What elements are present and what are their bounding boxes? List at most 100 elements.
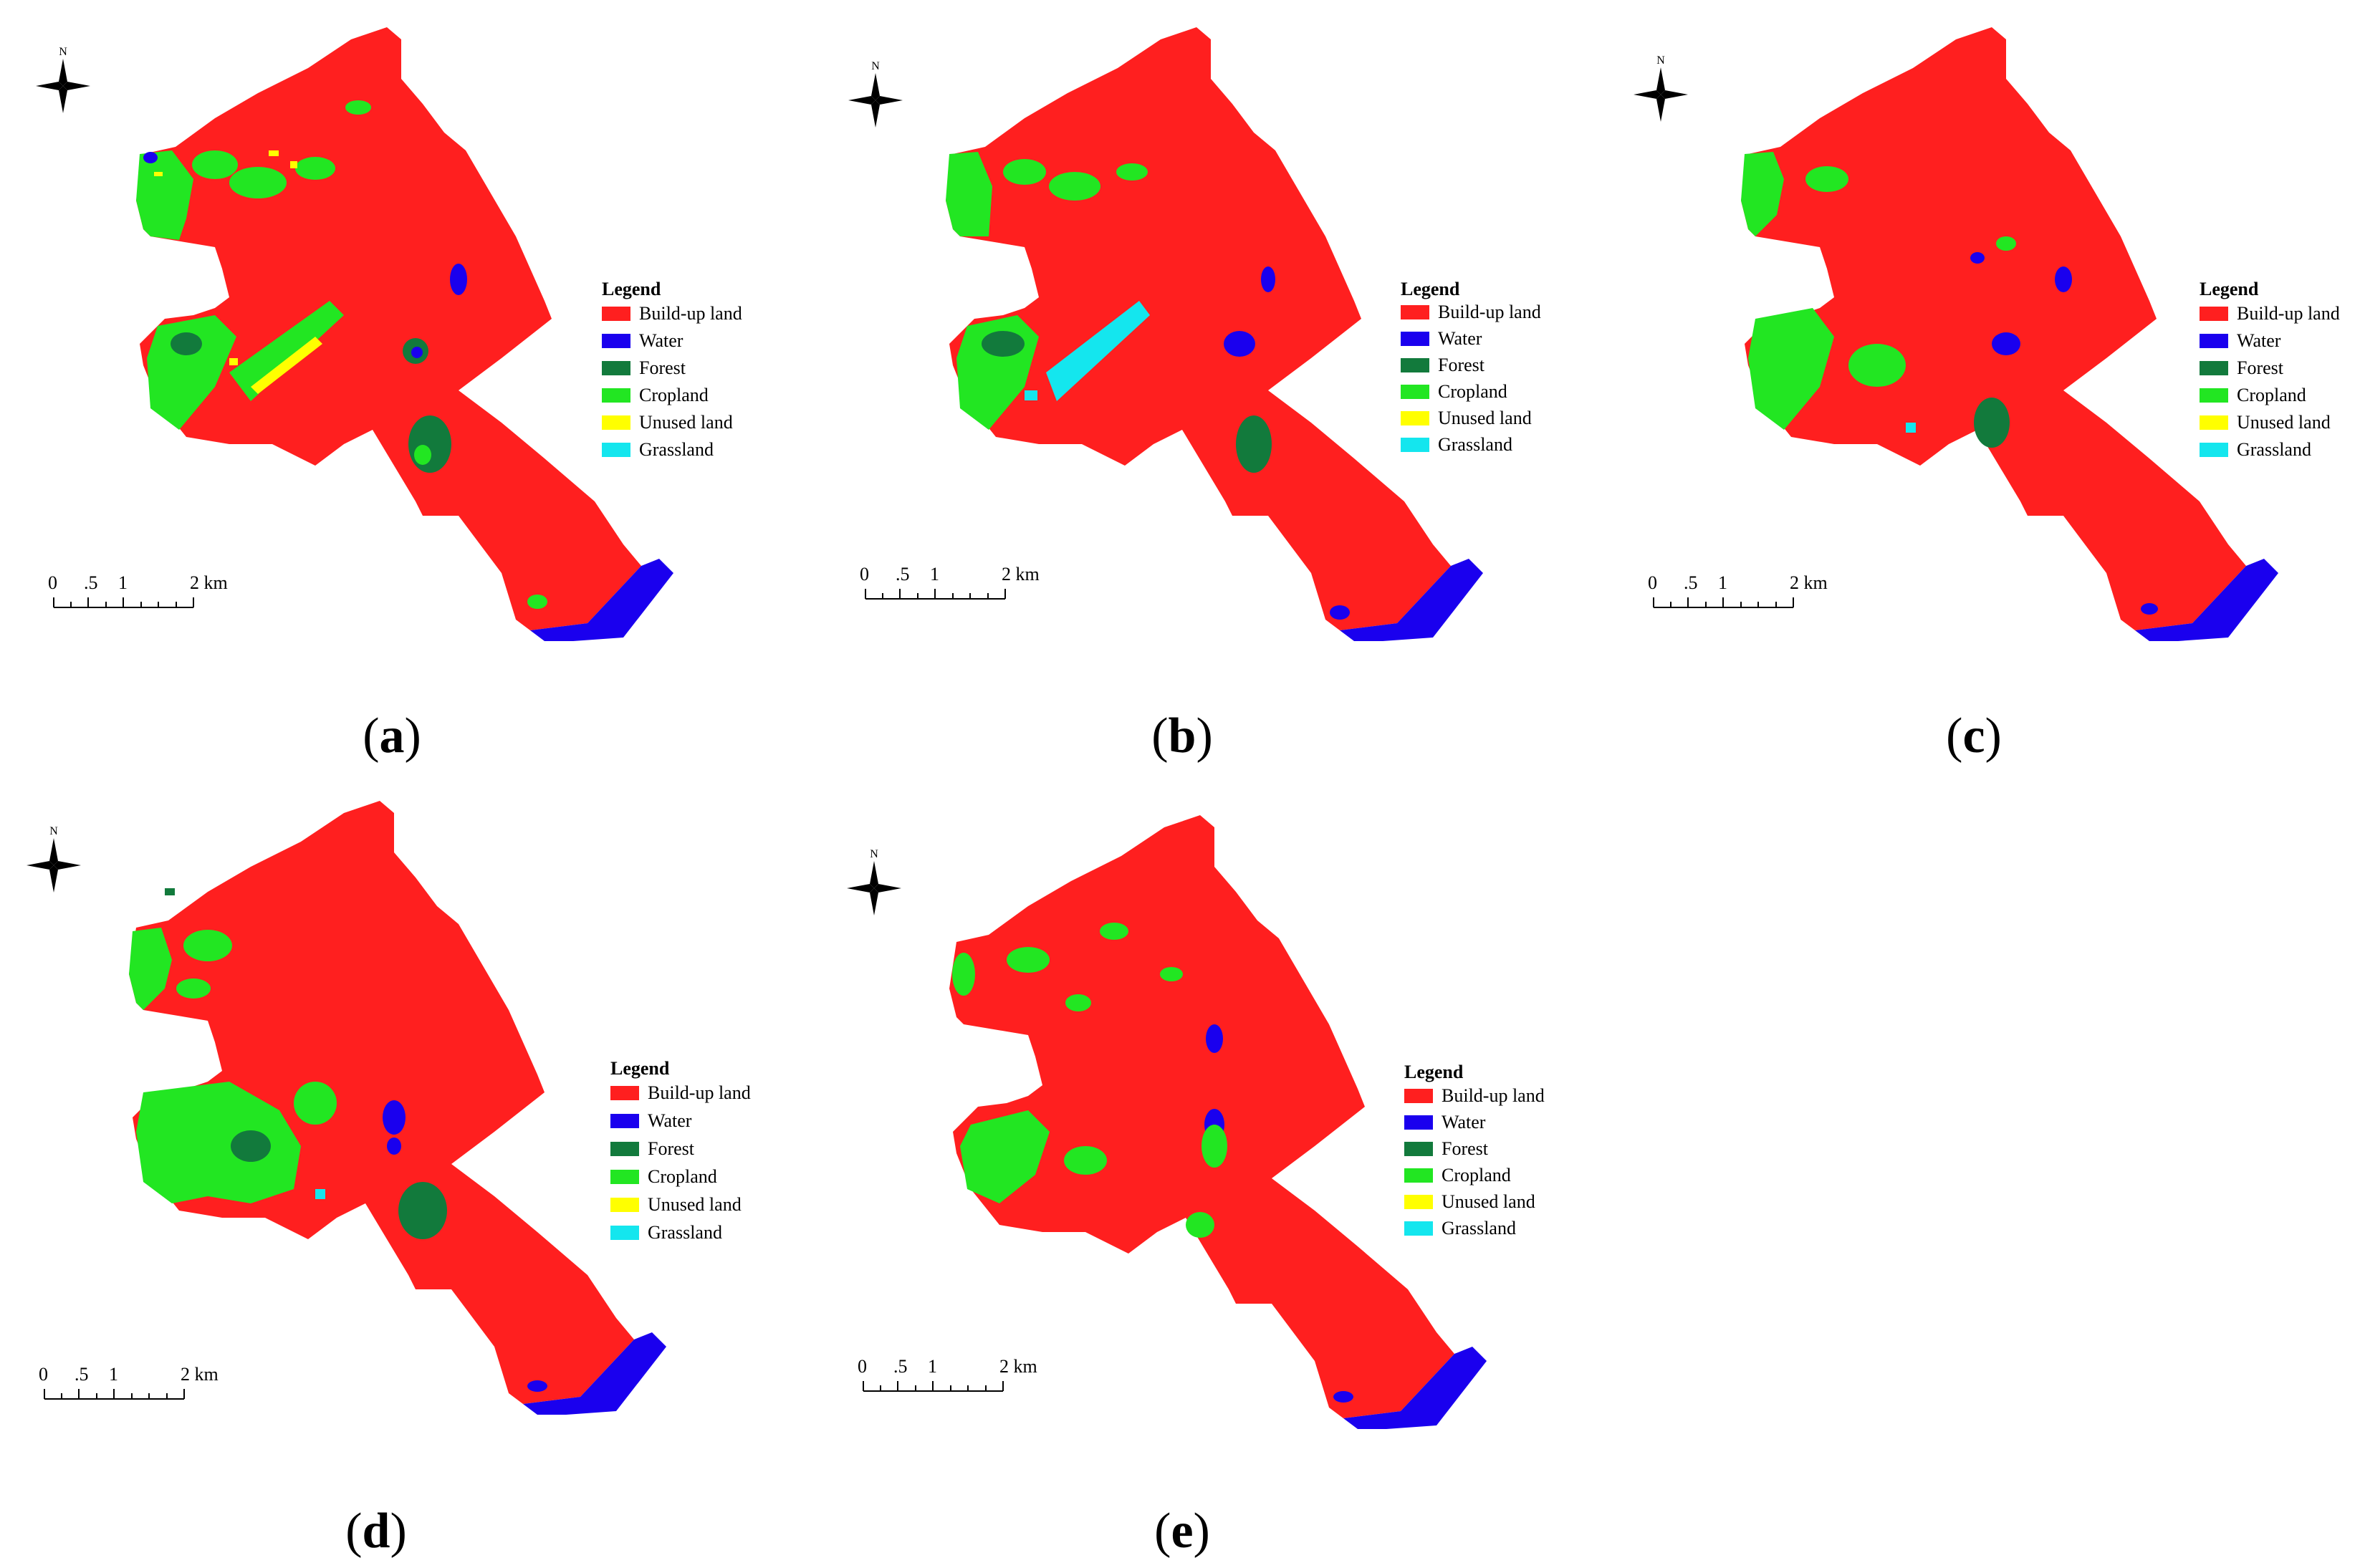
legend-swatch — [610, 1170, 639, 1184]
legend-item: Forest — [2200, 357, 2284, 378]
legend-item: Forest — [610, 1138, 695, 1159]
scale-tick-label: 2 km — [1002, 564, 1040, 585]
legend: Legend Build-up land Water Forest Cropla… — [2200, 279, 2340, 460]
legend-label: Cropland — [648, 1166, 717, 1187]
legend-label: Grassland — [2237, 439, 2311, 460]
legend-title: Legend — [2200, 279, 2259, 299]
scale-tick-label: 0 — [860, 564, 869, 585]
legend-swatch — [2200, 388, 2228, 403]
legend-swatch — [2200, 334, 2228, 348]
legend-swatch — [1404, 1221, 1433, 1236]
legend-item: Cropland — [610, 1166, 717, 1187]
legend-item: Unused land — [610, 1194, 742, 1215]
legend: Legend Build-up land Water Forest Cropla… — [602, 279, 742, 460]
scale-tick-label: .5 — [1684, 572, 1698, 593]
scale-tick-label: .5 — [84, 572, 98, 593]
scale-tick-label: .5 — [75, 1364, 89, 1385]
legend: Legend Build-up land Water Forest Cropla… — [1404, 1062, 1545, 1238]
scale-tick-label: 2 km — [190, 572, 228, 593]
land-use-map — [1741, 27, 2278, 641]
legend-swatch — [1401, 411, 1429, 425]
legend-item: Water — [1404, 1112, 1486, 1132]
legend-item: Water — [610, 1110, 692, 1131]
legend-label: Unused land — [639, 412, 733, 433]
legend-item: Forest — [1404, 1138, 1489, 1159]
legend-title: Legend — [610, 1058, 670, 1079]
legend-swatch — [2200, 361, 2228, 375]
north-label: N — [49, 825, 58, 837]
scale-tick-label: 1 — [1718, 572, 1727, 593]
north-arrow-icon: N — [848, 60, 903, 128]
scale-bar: 0 .5 1 2 km — [39, 1364, 219, 1400]
legend-item: Cropland — [2200, 385, 2306, 405]
legend-label: Forest — [639, 357, 686, 378]
scale-bar: 0 .5 1 2 km — [48, 572, 228, 608]
scale-tick-label: 1 — [118, 572, 128, 593]
legend-item: Forest — [1401, 355, 1485, 375]
legend-item: Water — [2200, 330, 2281, 351]
legend-item: Grassland — [1404, 1218, 1516, 1238]
legend-item: Build-up land — [602, 303, 742, 324]
scale-bar: 0 .5 1 2 km — [1648, 572, 1828, 608]
land-use-map — [129, 801, 666, 1415]
legend-swatch — [610, 1114, 639, 1128]
scale-tick-label: 1 — [109, 1364, 118, 1385]
legend-label: Cropland — [639, 385, 709, 405]
legend-label: Unused land — [1438, 408, 1532, 428]
legend-swatch — [1404, 1142, 1433, 1156]
legend-label: Grassland — [648, 1222, 722, 1243]
legend-item: Grassland — [610, 1222, 722, 1243]
legend-item: Build-up land — [1401, 302, 1541, 322]
scale-tick-label: 0 — [1648, 572, 1657, 593]
legend-swatch — [1404, 1168, 1433, 1183]
legend: Legend Build-up land Water Forest Cropla… — [1401, 279, 1541, 455]
legend-item: Water — [602, 330, 684, 351]
panel-b: N 0 .5 1 2 km Legend Build-up land Water… — [848, 27, 1541, 764]
legend-label: Forest — [648, 1138, 695, 1159]
north-label: N — [870, 848, 878, 860]
legend-item: Grassland — [2200, 439, 2311, 460]
legend-item: Build-up land — [1404, 1085, 1545, 1106]
scale-bar: 0 .5 1 2 km — [860, 564, 1040, 600]
panel-label: (b) — [1151, 708, 1213, 764]
legend-label: Build-up land — [1438, 302, 1541, 322]
legend-label: Build-up land — [2237, 303, 2340, 324]
north-label: N — [871, 60, 880, 72]
legend-swatch — [2200, 415, 2228, 430]
scale-tick-label: .5 — [896, 564, 910, 585]
legend-swatch — [1404, 1115, 1433, 1130]
legend-swatch — [1401, 358, 1429, 372]
legend-swatch — [1401, 438, 1429, 452]
legend-swatch — [602, 307, 630, 321]
legend-swatch — [2200, 443, 2228, 457]
legend-swatch — [1401, 305, 1429, 319]
legend-label: Grassland — [1438, 434, 1512, 455]
panel-label: (e) — [1154, 1504, 1210, 1559]
legend-item: Grassland — [602, 439, 714, 460]
legend-item: Forest — [602, 357, 686, 378]
legend-label: Forest — [1442, 1138, 1489, 1159]
scale-tick-label: 2 km — [181, 1364, 219, 1385]
north-arrow-icon: N — [1634, 54, 1688, 122]
legend-item: Cropland — [1404, 1165, 1511, 1185]
legend-label: Build-up land — [639, 303, 742, 324]
legend-swatch — [602, 334, 630, 348]
legend-swatch — [602, 443, 630, 457]
scale-tick-label: 2 km — [1790, 572, 1828, 593]
legend-item: Unused land — [602, 412, 733, 433]
scale-tick-label: .5 — [893, 1356, 908, 1377]
legend-item: Cropland — [602, 385, 709, 405]
legend-swatch — [610, 1226, 639, 1240]
legend-item: Build-up land — [610, 1082, 751, 1103]
panel-a: N 0 .5 1 2 km Legend Build-up land Water… — [36, 27, 742, 764]
legend-label: Grassland — [1442, 1218, 1516, 1238]
legend-label: Forest — [2237, 357, 2284, 378]
legend-label: Build-up land — [648, 1082, 751, 1103]
panel-e: N 0 .5 1 2 km Legend Build-up land Water… — [847, 815, 1545, 1559]
legend-item: Unused land — [1404, 1191, 1535, 1212]
legend-swatch — [602, 415, 630, 430]
legend: Legend Build-up land Water Forest Cropla… — [610, 1058, 751, 1243]
scale-tick-label: 0 — [48, 572, 57, 593]
legend-label: Cropland — [1442, 1165, 1511, 1185]
legend-item: Unused land — [1401, 408, 1532, 428]
